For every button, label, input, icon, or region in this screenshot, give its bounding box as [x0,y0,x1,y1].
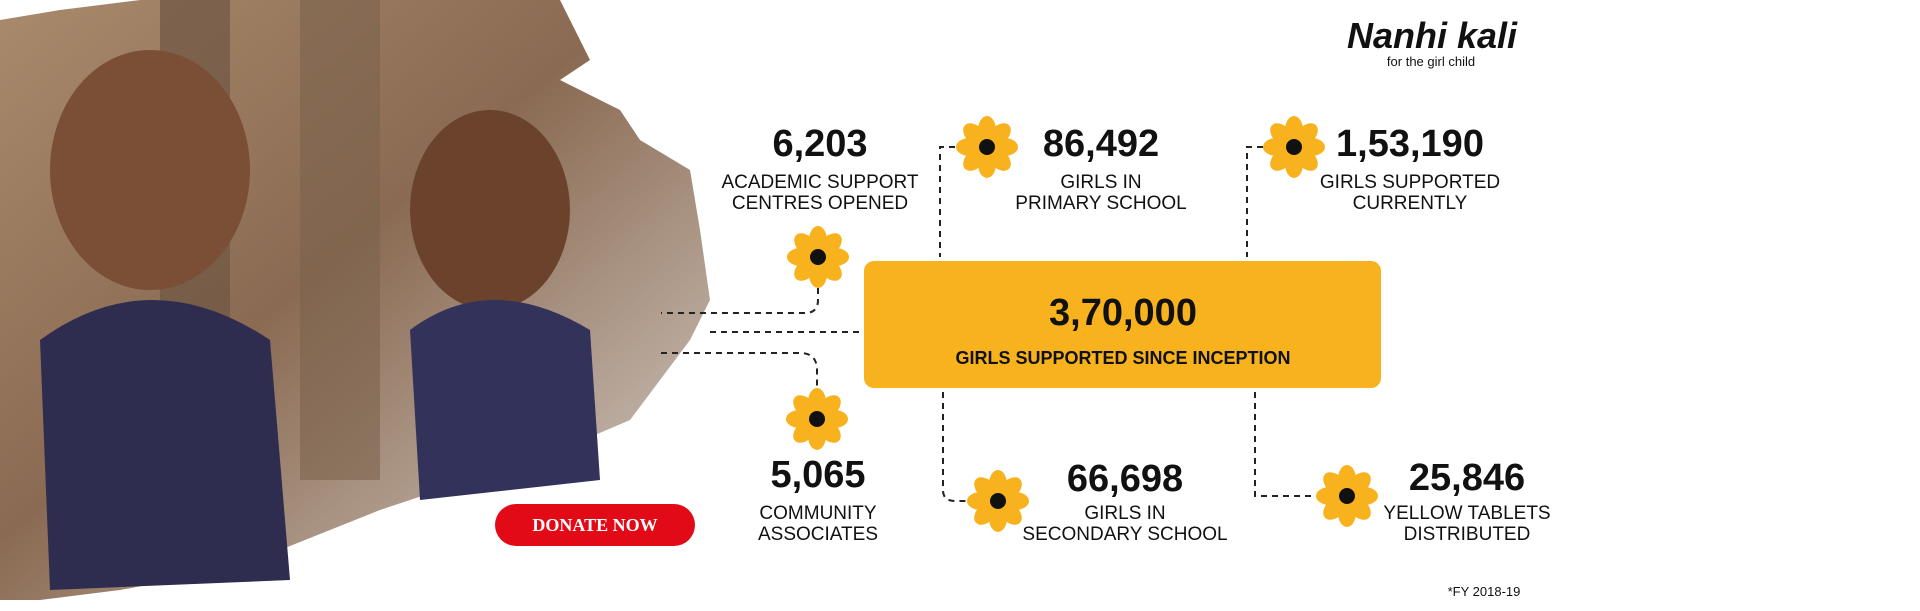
stat-label: ASSOCIATES [758,524,878,545]
logo-name: Nanhi kali [1347,15,1518,56]
stat-label: SECONDARY SCHOOL [1022,524,1227,545]
stat-value: 5,065 [770,454,865,496]
connectors [661,146,1316,502]
stat-label: DISTRIBUTED [1404,524,1531,545]
button-shape[interactable] [495,504,695,546]
logo-tagline: for the girl child [1387,54,1475,69]
button-label[interactable]: DONATE NOW [532,515,657,535]
stat-label: COMMUNITY [759,503,876,524]
headline-value: 3,70,000 [1049,292,1197,334]
stat-value: 6,203 [772,123,867,165]
stat-label: CURRENTLY [1353,193,1468,214]
stat-label: YELLOW TABLETS [1383,503,1550,524]
stat-label: GIRLS SUPPORTED [1320,172,1500,193]
stat-value: 66,698 [1067,458,1183,500]
headline-box [864,261,1381,388]
stat-value: 1,53,190 [1336,123,1484,165]
stat-label: GIRLS IN [1060,172,1141,193]
stat-label: CENTRES OPENED [732,193,908,214]
footnote: *FY 2018-19 [1448,584,1521,599]
photo [0,0,710,600]
stat-value: 86,492 [1043,123,1159,165]
headline-label: GIRLS SUPPORTED SINCE INCEPTION [955,348,1290,368]
stat-label: GIRLS IN [1084,503,1165,524]
donate-button[interactable]: DONATE NOW [495,504,695,546]
stat-value: 25,846 [1409,457,1525,499]
stat-label: PRIMARY SCHOOL [1015,193,1186,214]
stat-label: ACADEMIC SUPPORT [721,172,918,193]
